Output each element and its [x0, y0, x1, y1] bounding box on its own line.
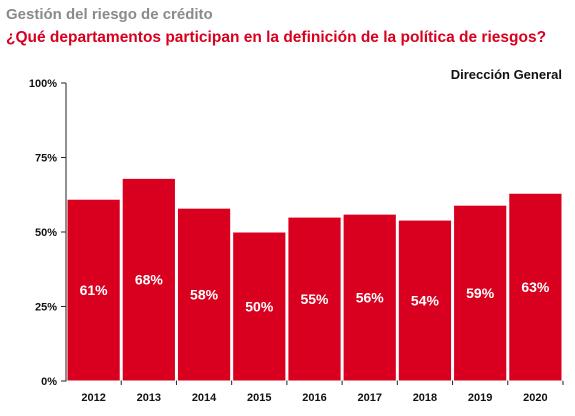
bar-2018	[397, 219, 453, 382]
x-tick-label-2020: 2020	[523, 392, 547, 404]
y-tick-label: 50%	[35, 227, 57, 239]
bar-2014	[176, 207, 232, 382]
data-label-2014: 58%	[190, 287, 219, 303]
chart-subtitle: ¿Qué departamentos participan en la defi…	[6, 29, 547, 46]
legend-series-label: Dirección General	[451, 67, 562, 82]
x-tick-label-2013: 2013	[137, 392, 161, 404]
data-label-2019: 59%	[466, 285, 495, 301]
data-label-2020: 63%	[521, 279, 550, 295]
bar-2019	[453, 204, 508, 382]
x-tick-label-2015: 2015	[247, 392, 271, 404]
bar-2013	[121, 177, 176, 382]
chart-title: Gestión del riesgo de crédito	[6, 6, 213, 23]
data-label-2017: 56%	[356, 290, 385, 306]
bar-2016	[287, 216, 342, 382]
x-tick-label-2012: 2012	[81, 392, 105, 404]
x-tick-label-2014: 2014	[192, 392, 217, 404]
y-tick-label: 100%	[29, 78, 57, 90]
x-tick-label-2016: 2016	[302, 392, 326, 404]
data-label-2013: 68%	[135, 272, 164, 288]
bar-2012	[66, 198, 121, 382]
bar-2020	[508, 192, 563, 382]
data-label-2012: 61%	[80, 282, 109, 298]
bar-2017	[342, 213, 397, 382]
x-tick-label-2018: 2018	[413, 392, 437, 404]
bar-2015	[232, 231, 287, 382]
x-tick-label-2017: 2017	[357, 392, 381, 404]
x-tick-label-2019: 2019	[468, 392, 492, 404]
y-tick-label: 75%	[35, 153, 57, 165]
data-label-2016: 55%	[300, 291, 329, 307]
data-label-2015: 50%	[245, 299, 274, 315]
data-label-2018: 54%	[411, 293, 440, 309]
y-tick-label: 25%	[35, 302, 57, 314]
y-tick-label: 0%	[41, 376, 57, 388]
